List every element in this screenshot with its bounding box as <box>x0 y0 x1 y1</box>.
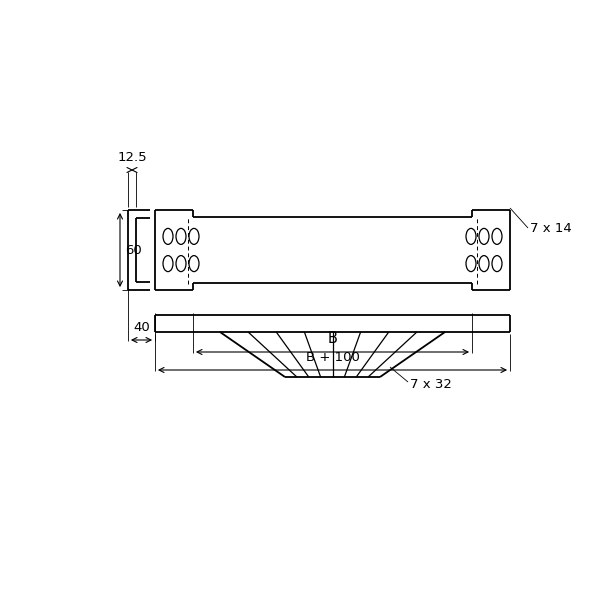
Text: 40: 40 <box>133 321 150 334</box>
Text: 7 x 32: 7 x 32 <box>410 379 452 391</box>
Text: 60: 60 <box>125 244 142 257</box>
Text: B: B <box>328 331 337 346</box>
Text: B + 100: B + 100 <box>305 351 359 364</box>
Text: 12.5: 12.5 <box>117 151 147 164</box>
Text: 7 x 14: 7 x 14 <box>530 221 572 235</box>
